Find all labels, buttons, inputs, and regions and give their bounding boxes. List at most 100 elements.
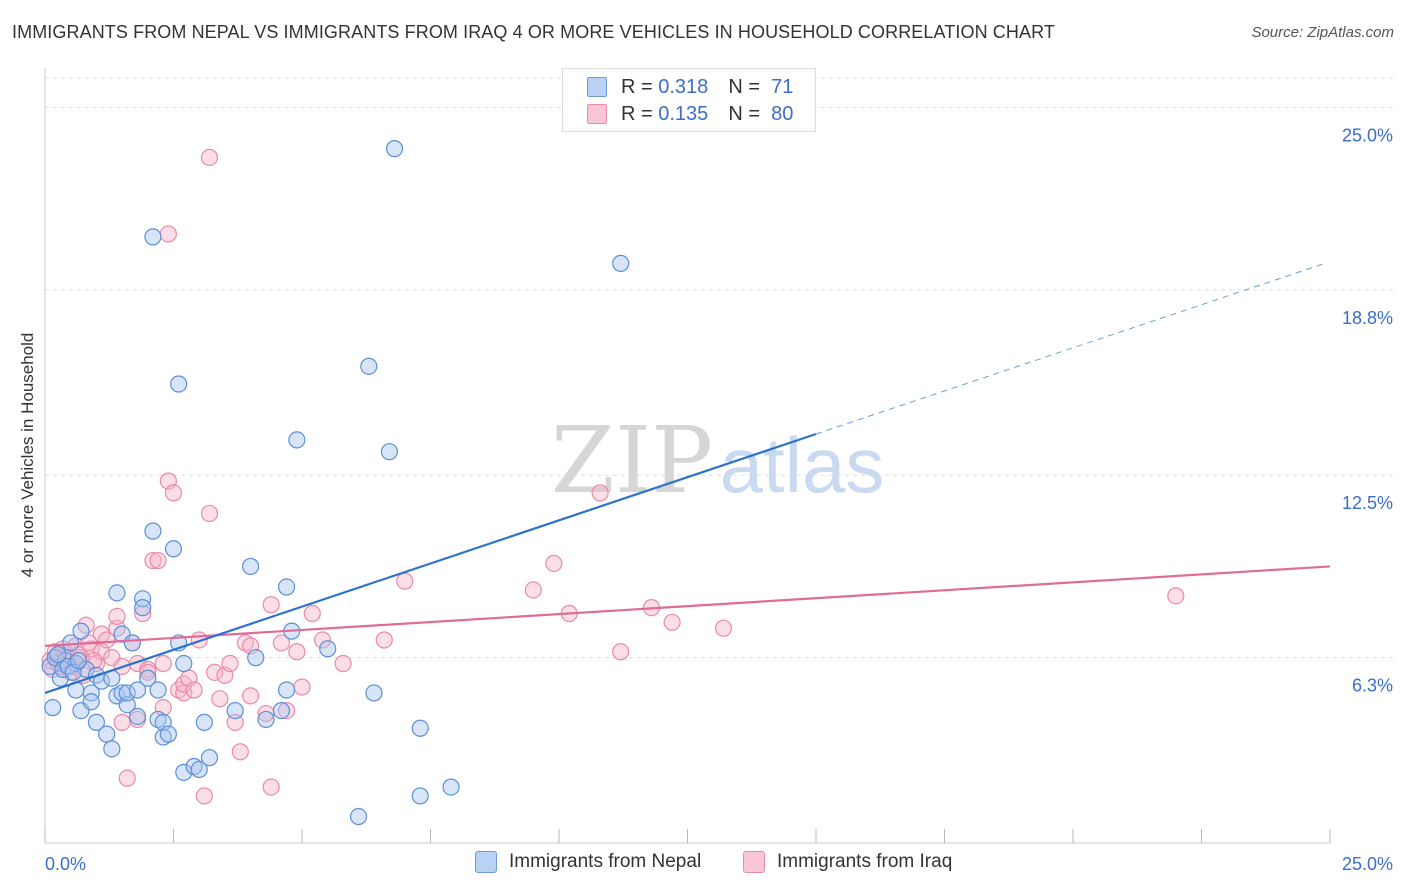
- iraq-point: [195, 787, 213, 805]
- x-tick-label-max: 25.0%: [1342, 854, 1393, 874]
- iraq-point: [159, 225, 177, 243]
- nepal-point: [98, 725, 116, 743]
- iraq-point: [144, 551, 162, 570]
- nepal-point: [144, 228, 162, 246]
- nepal-point: [82, 693, 100, 711]
- nepal-point: [175, 654, 193, 673]
- tick-labels: 6.3% 12.5% 18.8% 25.0% 0.0% 25.0%: [45, 125, 1393, 874]
- iraq-point: [1167, 587, 1185, 605]
- legend-row-iraq: R = 0.135 N = 80: [587, 103, 793, 125]
- iraq-point: [272, 634, 291, 652]
- iraq-point: [98, 631, 116, 649]
- nepal-point: [277, 578, 296, 596]
- nepal-point: [380, 443, 398, 461]
- iraq-point: [545, 554, 563, 573]
- nepal-points: [41, 140, 630, 826]
- iraq-point: [334, 654, 352, 673]
- iraq-point: [262, 596, 280, 614]
- chart-title: IMMIGRANTS FROM NEPAL VS IMMIGRANTS FROM…: [12, 22, 1055, 42]
- iraq-legend-swatch: [743, 851, 765, 873]
- iraq-r-label: R =: [621, 102, 653, 125]
- trend-layer: [44, 262, 1331, 694]
- legend-row-nepal: R = 0.318 N = 71: [587, 76, 793, 98]
- nepal-point: [257, 710, 275, 729]
- nepal-swatch: [587, 77, 607, 97]
- legend-item-iraq[interactable]: Immigrants from Iraq: [743, 851, 952, 873]
- nepal-point: [247, 649, 265, 667]
- nepal-point: [128, 681, 147, 699]
- nepal-point: [612, 254, 630, 272]
- nepal-point: [54, 660, 72, 679]
- nepal-trend-extension: [815, 262, 1326, 435]
- nepal-point: [159, 725, 177, 743]
- iraq-point: [591, 484, 609, 502]
- y-tick-label: 25.0%: [1342, 125, 1393, 145]
- iraq-point: [524, 581, 542, 599]
- iraq-point: [154, 654, 172, 673]
- nepal-point: [385, 140, 404, 158]
- iraq-n-label: N =: [728, 102, 760, 125]
- nepal-point: [272, 701, 291, 720]
- nepal-point: [139, 669, 157, 687]
- nepal-trend-line: [44, 432, 817, 694]
- iraq-point: [221, 654, 239, 673]
- nepal-legend-label: Immigrants from Nepal: [509, 851, 702, 872]
- axes-layer: [44, 68, 1331, 844]
- nepal-point: [360, 357, 378, 375]
- iraq-point: [139, 663, 157, 681]
- iraq-point: [714, 619, 733, 637]
- iraq-point: [375, 631, 393, 649]
- iraq-point: [200, 148, 219, 167]
- iraq-point: [236, 634, 255, 652]
- nepal-point: [118, 696, 136, 714]
- iraq-point: [231, 743, 249, 761]
- iraq-point: [118, 769, 136, 787]
- iraq-r-value: 0.135: [658, 102, 709, 125]
- nepal-point: [134, 590, 152, 608]
- nepal-point: [123, 634, 141, 652]
- iraq-point: [149, 551, 167, 570]
- nepal-point: [319, 640, 337, 658]
- y-tick-label: 6.3%: [1352, 676, 1393, 696]
- legend-item-nepal[interactable]: Immigrants from Nepal: [475, 851, 701, 873]
- iraq-point: [113, 713, 131, 731]
- nepal-point: [190, 760, 208, 779]
- y-tick-label: 12.5%: [1342, 493, 1393, 513]
- y-tick-label: 18.8%: [1342, 308, 1393, 328]
- iraq-trend-line: [44, 565, 1331, 647]
- nepal-point: [185, 757, 203, 776]
- nepal-r-label: R =: [621, 75, 653, 98]
- iraq-point: [226, 713, 244, 731]
- nepal-point: [69, 651, 88, 670]
- nepal-point: [170, 375, 188, 393]
- nepal-point: [118, 684, 136, 702]
- iraq-legend-label: Immigrants from Iraq: [777, 851, 953, 872]
- source-label: Source: ZipAtlas.com: [1251, 24, 1394, 41]
- iraq-point: [242, 687, 260, 705]
- iraq-point: [108, 607, 126, 626]
- nepal-point: [82, 684, 100, 702]
- x-tick-label-min: 0.0%: [45, 854, 86, 874]
- iraq-n-value: 80: [771, 102, 794, 125]
- nepal-point: [365, 684, 383, 702]
- nepal-point: [200, 749, 219, 767]
- iraq-point: [663, 613, 681, 631]
- nepal-point: [411, 787, 429, 805]
- nepal-point: [128, 707, 147, 726]
- nepal-point: [134, 599, 152, 617]
- nepal-point: [103, 740, 121, 758]
- nepal-point: [44, 699, 62, 717]
- iraq-point: [262, 778, 280, 796]
- iraq-point: [612, 643, 630, 661]
- nepal-point: [149, 681, 167, 699]
- iraq-point: [313, 631, 332, 649]
- nepal-point: [164, 540, 183, 558]
- iraq-point: [303, 604, 321, 623]
- iraq-point: [277, 701, 296, 720]
- iraq-point: [164, 484, 183, 502]
- iraq-point: [288, 643, 306, 661]
- nepal-point: [72, 622, 90, 640]
- nepal-point: [277, 681, 296, 699]
- nepal-point: [149, 710, 167, 729]
